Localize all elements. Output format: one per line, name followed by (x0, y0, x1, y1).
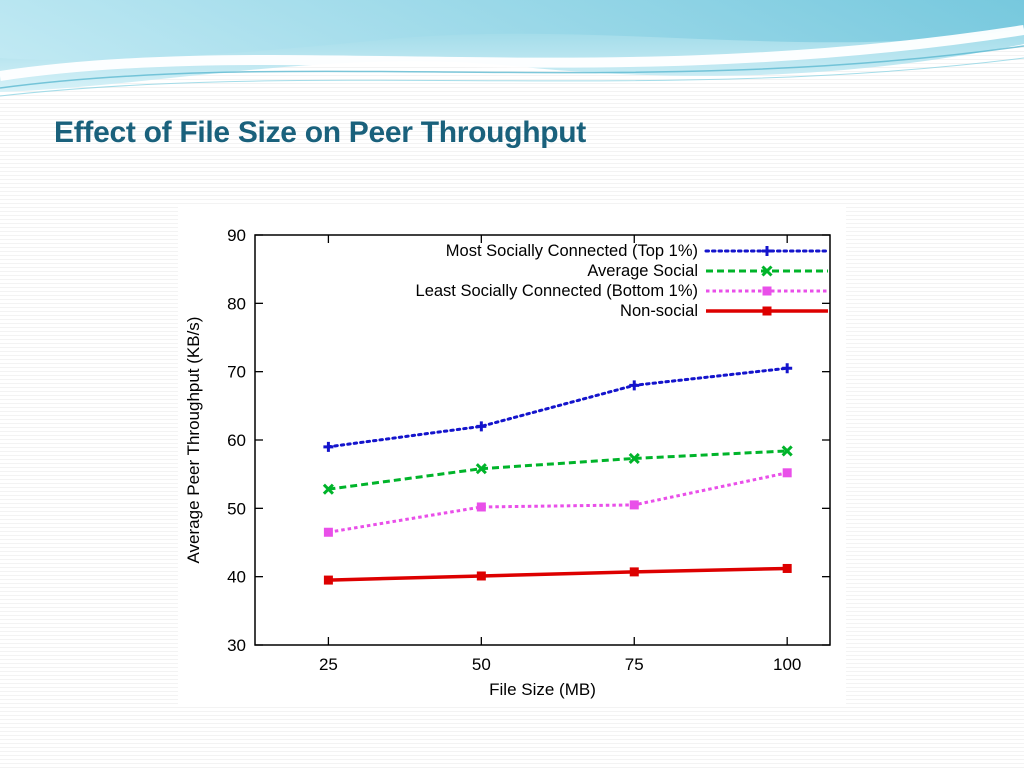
svg-text:40: 40 (227, 568, 246, 587)
chart-block: 30 40 50 60 70 80 90 25 50 75 100 File Size (MB) Ave… (178, 205, 846, 707)
svg-text:Non-social: Non-social (620, 302, 698, 320)
svg-text:Average Social: Average Social (587, 262, 698, 280)
svg-text:File Size (MB): File Size (MB) (489, 680, 596, 699)
svg-text:50: 50 (227, 499, 246, 518)
svg-text:25: 25 (319, 655, 338, 674)
svg-text:50: 50 (472, 655, 491, 674)
svg-text:70: 70 (227, 363, 246, 382)
file-size-throughput-chart: 30 40 50 60 70 80 90 25 50 75 100 File Size (MB) Ave… (184, 226, 831, 699)
wave-banner-decoration (0, 0, 1024, 97)
svg-text:80: 80 (227, 294, 246, 313)
wave-thin-line-2 (0, 57, 1024, 97)
svg-text:100: 100 (773, 655, 801, 674)
svg-text:60: 60 (227, 431, 246, 450)
svg-text:90: 90 (227, 226, 246, 245)
wave-thin-line-1 (0, 45, 1024, 89)
svg-text:30: 30 (227, 636, 246, 655)
svg-text:Least Socially Connected (Bott: Least Socially Connected (Bottom 1%) (416, 282, 698, 300)
svg-text:75: 75 (625, 655, 644, 674)
svg-text:Most Socially Connected (Top 1: Most Socially Connected (Top 1%) (446, 242, 698, 260)
slide-title: Effect of File Size on Peer Throughput (54, 116, 586, 149)
svg-text:Average Peer Throughput (KB/s): Average Peer Throughput (KB/s) (184, 317, 203, 564)
wave-band-overlay-shape (0, 0, 1024, 60)
wave-white-swoosh (0, 25, 1024, 81)
